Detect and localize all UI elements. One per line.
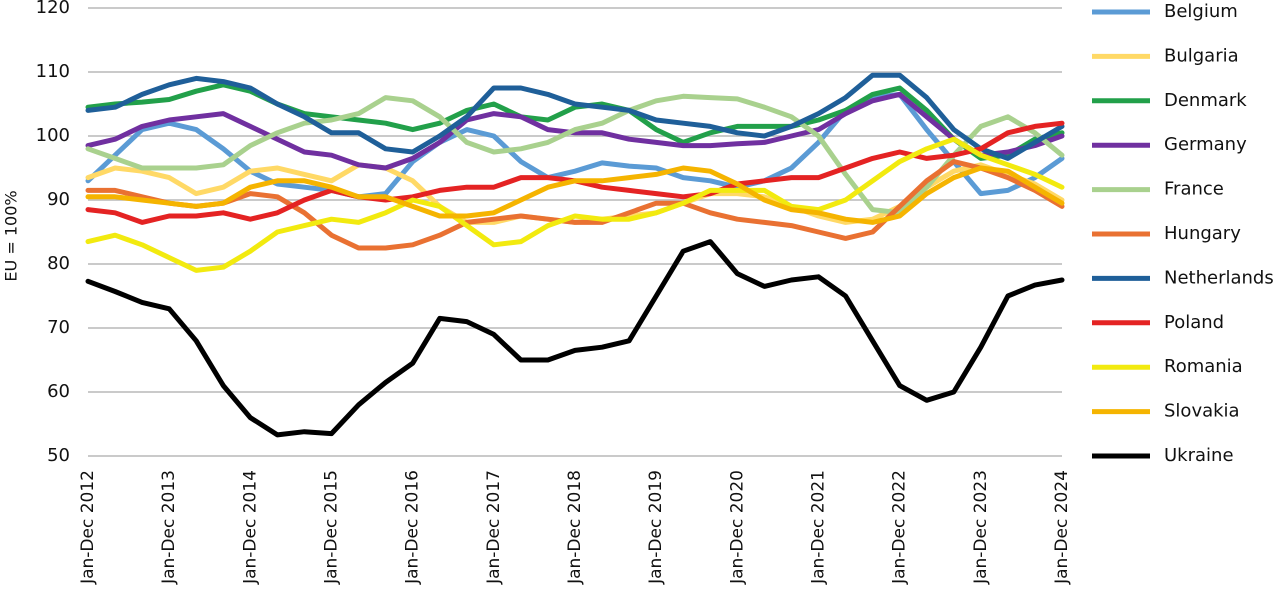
legend-label: Poland bbox=[1164, 312, 1224, 333]
x-tick-label: Jan-Dec 2018 bbox=[565, 470, 585, 585]
x-tick-label: Jan-Dec 2022 bbox=[890, 470, 910, 585]
legend-label: Bulgaria bbox=[1164, 45, 1239, 66]
series-line bbox=[85, 159, 1065, 251]
x-tick-label: Jan-Dec 2019 bbox=[646, 470, 666, 585]
legend-label: Romania bbox=[1164, 356, 1243, 377]
y-tick-label: 50 bbox=[47, 445, 70, 466]
series-line bbox=[85, 91, 1065, 171]
series-line bbox=[85, 82, 1065, 161]
series-line bbox=[85, 136, 1065, 273]
y-tick-label: 60 bbox=[47, 381, 70, 402]
x-tick-label: Jan-Dec 2021 bbox=[809, 470, 829, 585]
x-tick-label: Jan-Dec 2014 bbox=[240, 470, 260, 585]
x-tick-label: Jan-Dec 2017 bbox=[484, 470, 504, 585]
y-tick-label: 120 bbox=[36, 0, 70, 18]
x-tick-label: Jan-Dec 2015 bbox=[322, 470, 342, 585]
x-tick-label: Jan-Dec 2024 bbox=[1052, 470, 1072, 585]
legend-label: Germany bbox=[1164, 134, 1247, 155]
series-line bbox=[85, 165, 1065, 225]
y-tick-label: 80 bbox=[47, 253, 70, 274]
legend-label: Denmark bbox=[1164, 90, 1247, 111]
legend-label: Ukraine bbox=[1164, 445, 1234, 466]
x-tick-label: Jan-Dec 2016 bbox=[403, 470, 423, 585]
x-tick-label: Jan-Dec 2023 bbox=[971, 470, 991, 585]
legend-label: Slovakia bbox=[1164, 401, 1240, 422]
legend-label: Netherlands bbox=[1164, 267, 1274, 288]
y-axis-label: EU = 100% bbox=[2, 190, 21, 281]
legend-label: France bbox=[1164, 179, 1224, 200]
series-line bbox=[85, 239, 1065, 438]
y-tick-label: 70 bbox=[47, 317, 70, 338]
legend-label: Hungary bbox=[1164, 223, 1241, 244]
series-line bbox=[85, 72, 1065, 161]
x-tick-label: Jan-Dec 2020 bbox=[727, 470, 747, 585]
y-tick-label: 90 bbox=[47, 189, 70, 210]
legend-label: Belgium bbox=[1164, 1, 1238, 22]
x-tick-label: Jan-Dec 2012 bbox=[78, 470, 98, 585]
y-tick-label: 100 bbox=[36, 125, 70, 146]
x-tick-label: Jan-Dec 2013 bbox=[159, 470, 179, 585]
y-tick-label: 110 bbox=[36, 61, 70, 82]
